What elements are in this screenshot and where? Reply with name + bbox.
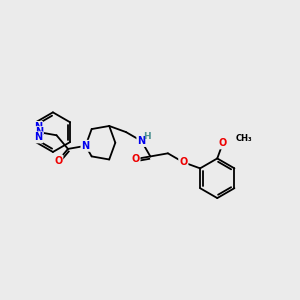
Text: CH₃: CH₃	[235, 134, 252, 142]
Text: N: N	[82, 141, 90, 151]
Text: O: O	[219, 138, 227, 148]
Text: O: O	[131, 154, 140, 164]
Text: O: O	[179, 157, 188, 167]
Text: N: N	[137, 136, 146, 146]
Text: N: N	[35, 127, 43, 137]
Text: N: N	[34, 132, 42, 142]
Text: H: H	[143, 131, 151, 140]
Text: O: O	[54, 155, 62, 166]
Text: N: N	[34, 122, 42, 132]
